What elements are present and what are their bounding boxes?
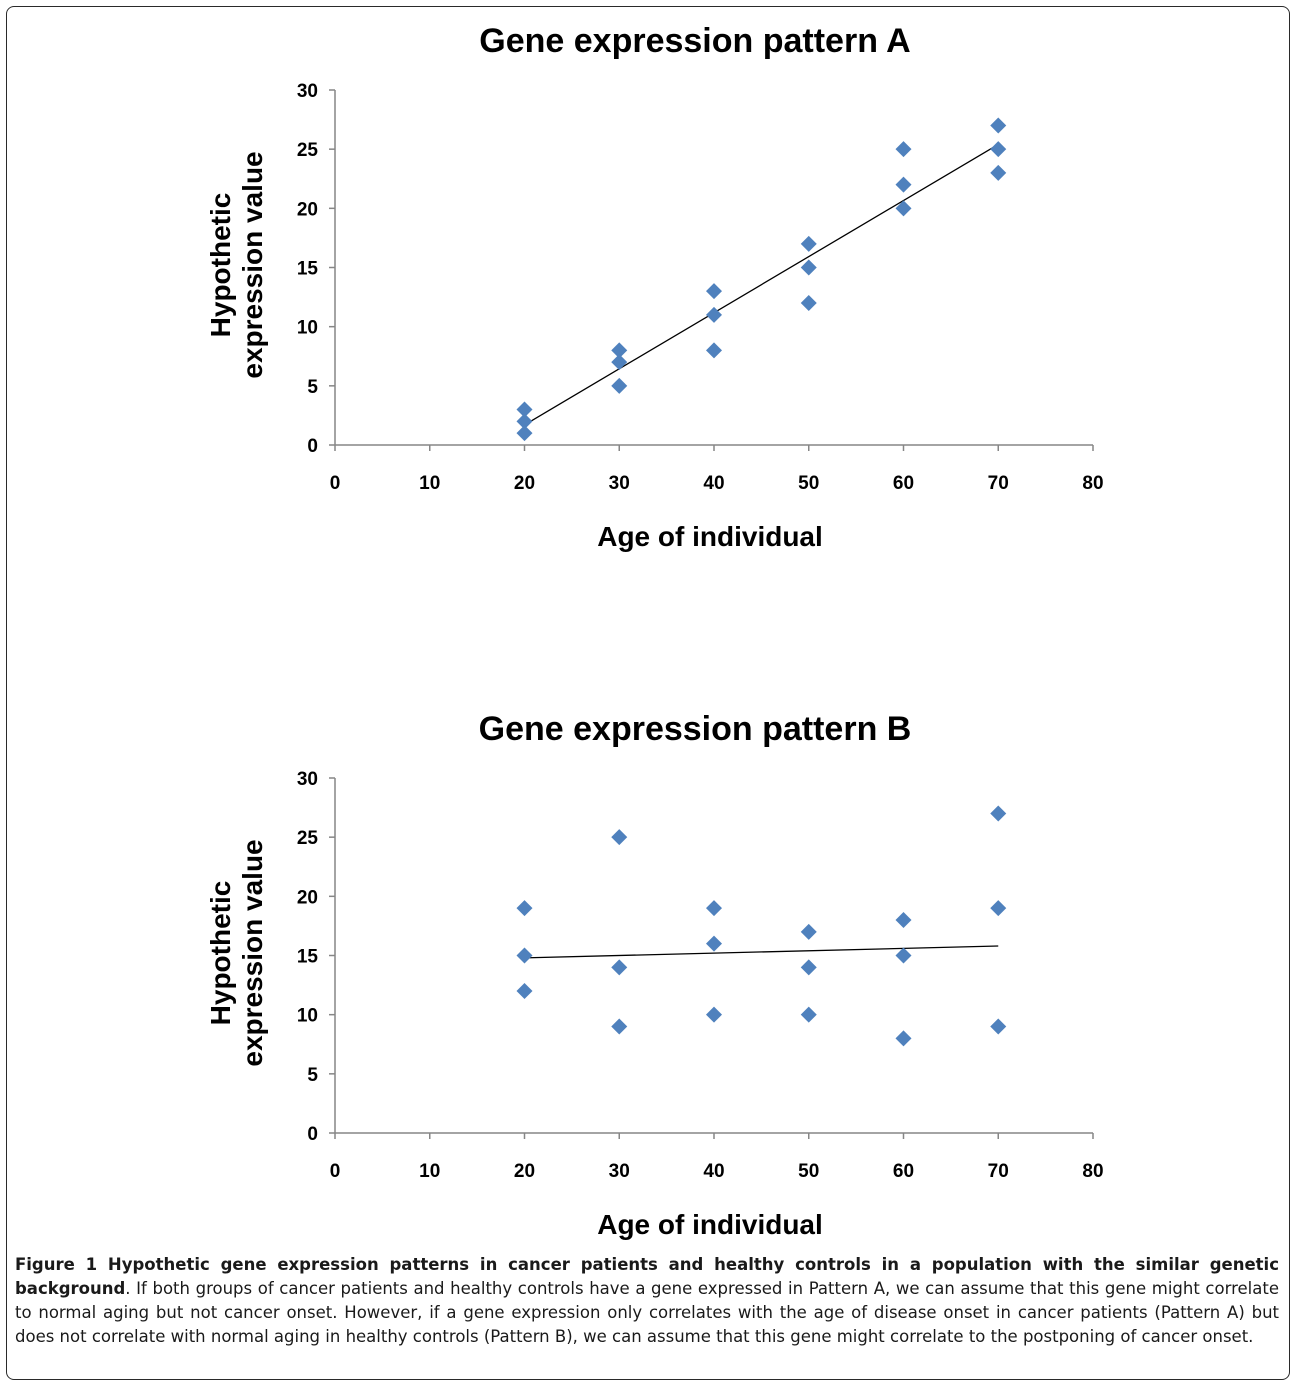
x-tick-label: 10: [419, 1161, 440, 1182]
y-tick-label: 5: [307, 1065, 318, 1086]
x-tick-label: 10: [419, 473, 440, 494]
data-point: [895, 141, 912, 158]
trendline: [524, 143, 999, 426]
y-tick-label: 10: [297, 1006, 318, 1027]
scatter-chart-pattern-b: Gene expression pattern B 0 5 10 15 20 25 30 0 10…: [205, 710, 1104, 1240]
data-point: [895, 947, 912, 964]
y-tick-label: 20: [297, 199, 318, 220]
data-point: [990, 141, 1007, 158]
figure-caption: Figure 1 Hypothetic gene expression patt…: [15, 1253, 1279, 1349]
data-point: [516, 983, 533, 999]
y-axis-label-line1: Hypothetic: [205, 881, 236, 1026]
y-tick-label: 15: [297, 259, 319, 280]
data-point: [706, 900, 722, 917]
chart-title: Gene expression pattern A: [479, 22, 910, 60]
x-tick-label: 60: [893, 473, 914, 494]
data-point: [516, 413, 533, 430]
data-point: [706, 342, 722, 359]
data-point: [706, 935, 722, 952]
trendline: [524, 945, 999, 959]
x-tick-label: 0: [330, 1161, 341, 1182]
x-tick-label: 70: [988, 473, 1009, 494]
data-point: [800, 1006, 817, 1023]
x-tick-label: 0: [330, 473, 341, 494]
x-tick-label: 60: [893, 1161, 914, 1182]
data-point: [516, 425, 533, 442]
x-axis-label: Age of individual: [597, 1209, 823, 1240]
data-point: [990, 164, 1007, 181]
y-tick-label: 15: [297, 947, 319, 968]
x-tick-label: 80: [1082, 473, 1103, 494]
x-tick-label: 30: [609, 473, 630, 494]
data-point: [895, 1030, 912, 1047]
y-tick-label: 25: [297, 140, 319, 161]
x-tick-label: 30: [609, 1161, 630, 1182]
data-point: [895, 200, 912, 217]
x-axis-label: Age of individual: [597, 521, 823, 552]
y-axis-label-line2: expression value: [237, 839, 268, 1066]
y-axis-label-line1: Hypothetic: [205, 193, 236, 338]
y-tick-label: 30: [297, 769, 318, 790]
x-tick-label: 20: [514, 473, 535, 494]
x-tick-label: 50: [798, 1161, 819, 1182]
y-axis-label-line2: expression value: [237, 151, 268, 378]
x-tick-label: 40: [703, 1161, 724, 1182]
x-tick-label: 50: [798, 473, 819, 494]
x-tick-label: 40: [703, 473, 724, 494]
scatter-chart-pattern-a: Gene expression pattern A 0 5 10 15 20 25 30 0 10…: [205, 22, 1104, 552]
y-tick-label: 5: [307, 377, 318, 398]
data-point: [800, 259, 817, 276]
data-point: [611, 354, 628, 371]
data-point: [706, 283, 722, 300]
data-point: [800, 295, 817, 311]
data-point: [800, 235, 817, 252]
data-point: [990, 117, 1007, 134]
data-point: [611, 377, 628, 394]
x-tick-label: 80: [1082, 1161, 1103, 1182]
data-point: [706, 1006, 722, 1023]
data-point: [516, 401, 533, 418]
data-point: [611, 342, 628, 359]
data-point: [611, 829, 628, 846]
data-point: [611, 959, 628, 976]
y-tick-label: 30: [297, 81, 318, 102]
figure-frame: [6, 6, 1290, 1380]
x-tick-label: 70: [988, 1161, 1009, 1182]
y-tick-label: 10: [297, 318, 318, 339]
data-point: [895, 912, 912, 928]
data-point: [800, 923, 817, 940]
data-point: [706, 306, 722, 323]
y-tick-label: 25: [297, 828, 319, 849]
y-tick-label: 0: [307, 1124, 318, 1145]
data-point: [611, 1018, 628, 1035]
caption-label: Figure 1 Hypothetic gene expression patt…: [15, 1255, 1279, 1298]
y-tick-label: 20: [297, 887, 318, 908]
data-point: [895, 176, 912, 193]
data-point: [990, 900, 1007, 917]
x-tick-label: 20: [514, 1161, 535, 1182]
caption-text: . If both groups of cancer patients and …: [15, 1279, 1279, 1346]
data-point: [516, 947, 533, 964]
data-point: [800, 959, 817, 976]
chart-title: Gene expression pattern B: [479, 710, 912, 748]
y-tick-label: 0: [307, 436, 318, 457]
data-point: [516, 900, 533, 917]
data-point: [990, 1018, 1007, 1035]
data-point: [990, 805, 1007, 822]
